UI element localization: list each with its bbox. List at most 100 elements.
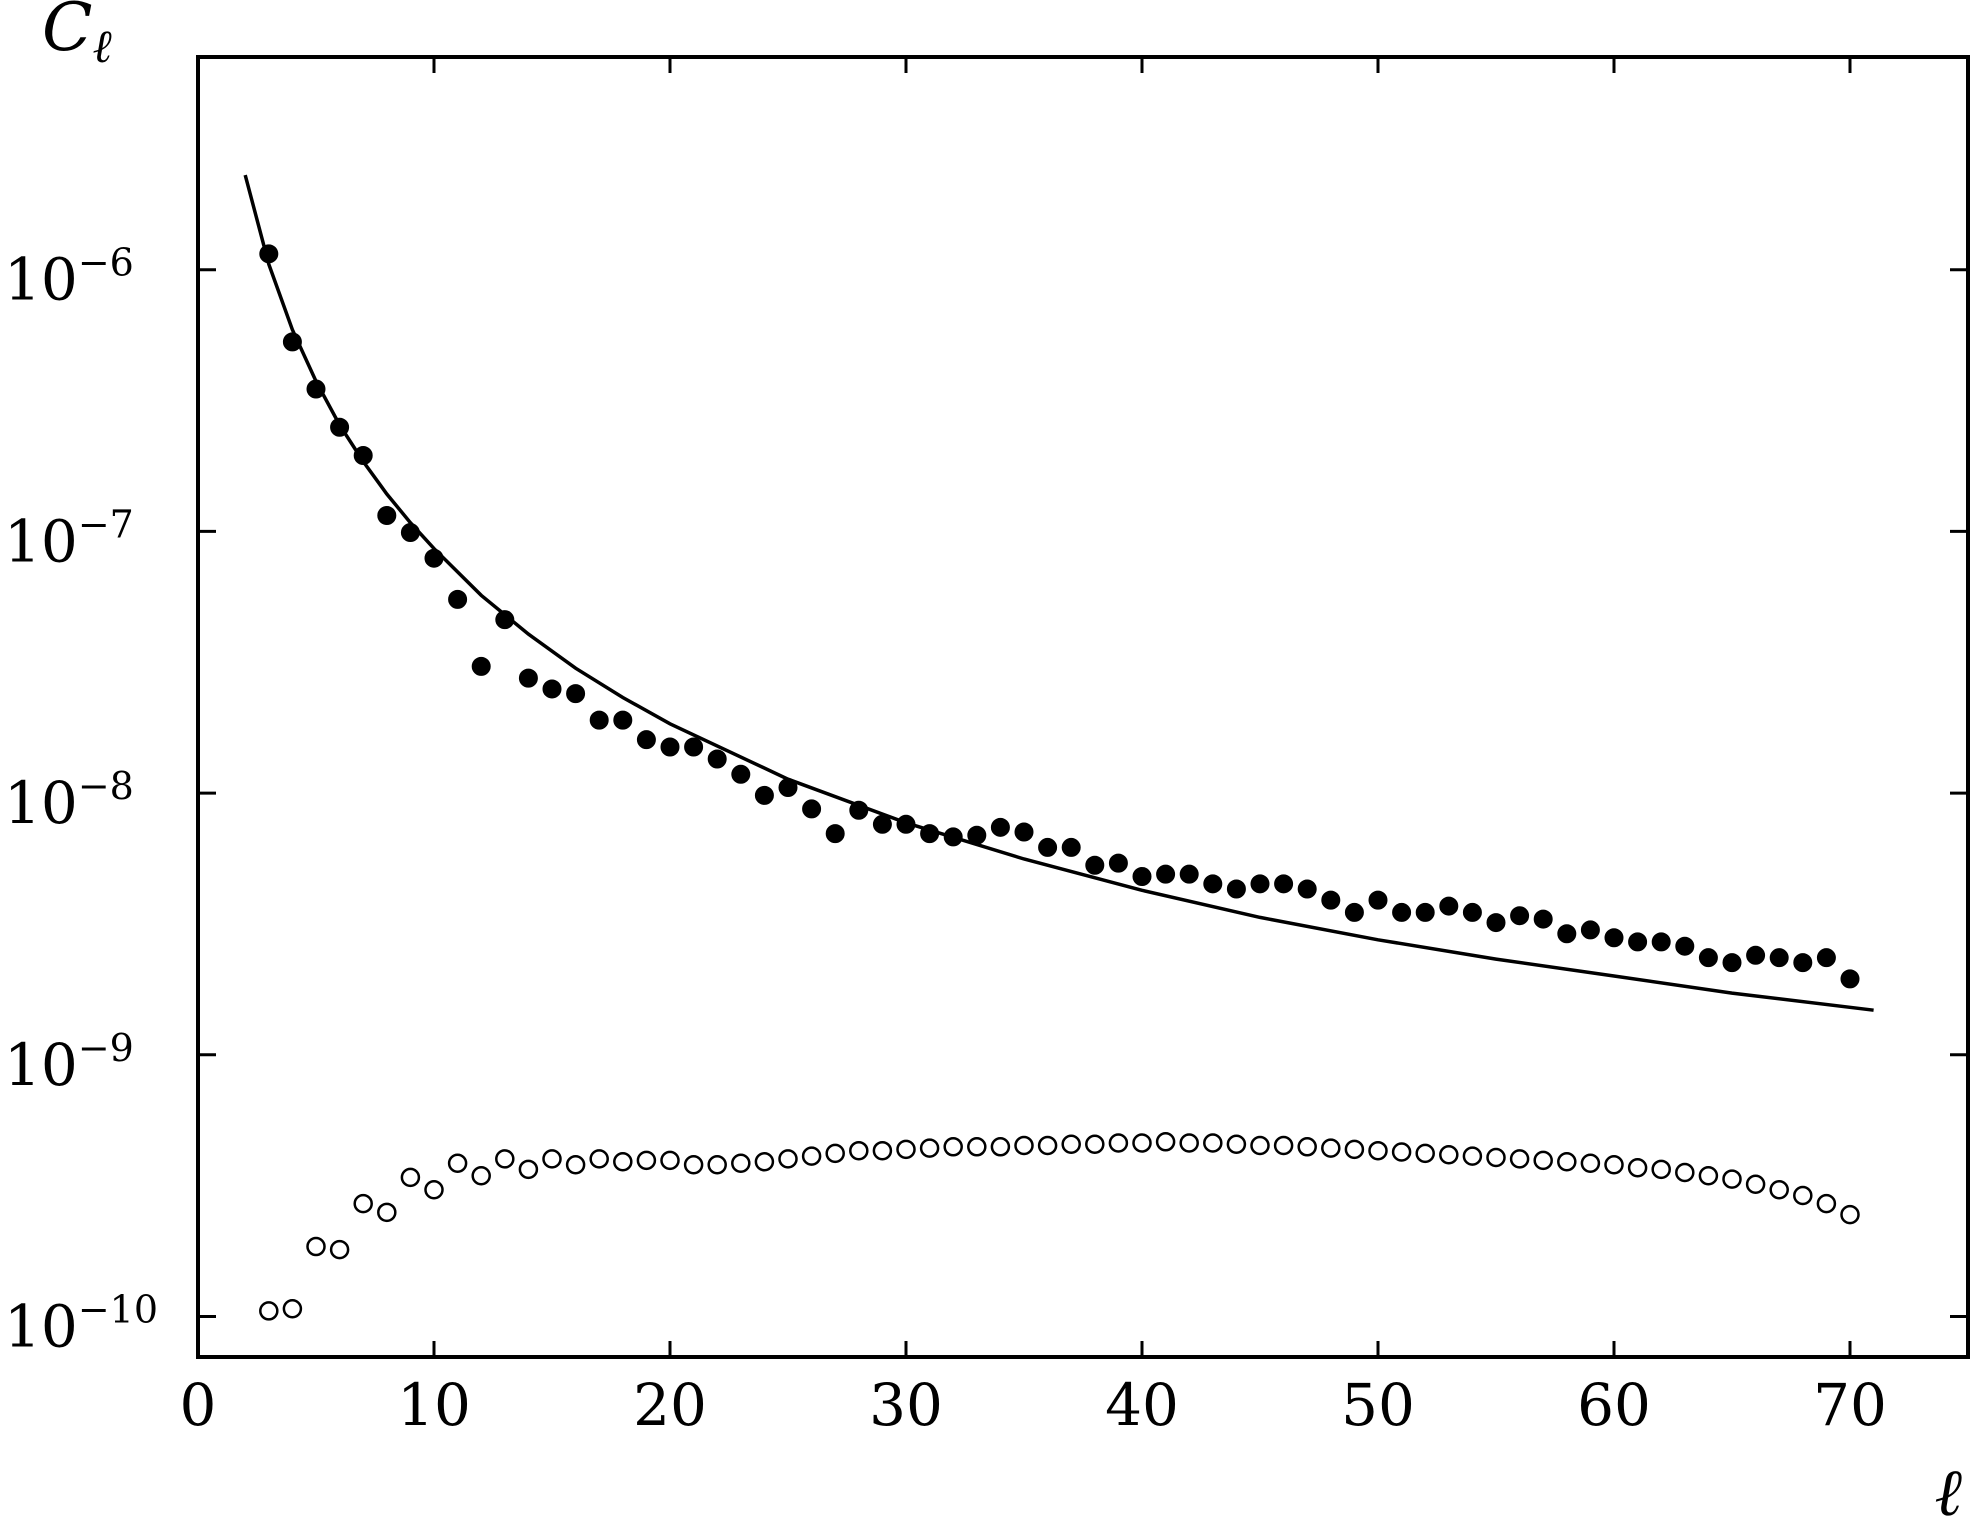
open-data-point <box>518 1159 539 1180</box>
open-data-point <box>329 1239 350 1260</box>
filled-data-point <box>1297 879 1317 899</box>
open-data-point <box>1085 1134 1105 1155</box>
open-data-point <box>1557 1152 1577 1172</box>
filled-data-point <box>872 814 892 834</box>
filled-data-point <box>471 656 491 676</box>
open-data-point <box>1061 1134 1081 1155</box>
open-data-point <box>377 1202 397 1223</box>
filled-data-point <box>778 778 798 798</box>
filled-data-point <box>1368 890 1388 910</box>
filled-data-point <box>1510 906 1530 926</box>
filled-data-point <box>566 684 586 704</box>
filled-data-point <box>1580 920 1600 940</box>
open-data-point <box>919 1138 940 1158</box>
open-data-point <box>1132 1133 1152 1153</box>
filled-data-point <box>1769 948 1789 968</box>
open-data-point <box>1745 1174 1766 1195</box>
filled-data-point <box>448 589 468 609</box>
filled-data-point <box>1675 936 1695 956</box>
open-data-point <box>707 1154 727 1175</box>
filled-data-point <box>660 737 680 757</box>
filled-data-point <box>1156 864 1176 884</box>
open-data-point <box>943 1137 963 1157</box>
filled-data-point <box>1061 837 1081 857</box>
filled-data-point <box>1392 902 1412 922</box>
model-curve <box>243 174 1874 1012</box>
open-data-point <box>1344 1139 1365 1160</box>
y-axis-title-subscript: ℓ <box>93 19 113 73</box>
filled-data-point <box>1085 855 1105 875</box>
y-tick-label: 10−10 <box>4 1287 158 1360</box>
filled-data-point <box>920 824 940 844</box>
y-tick-label-base: 10 <box>4 1292 78 1360</box>
filled-data-point <box>282 332 302 352</box>
filled-data-point <box>1250 874 1270 894</box>
open-data-point <box>778 1149 798 1169</box>
filled-data-point <box>1840 969 1860 989</box>
filled-data-point <box>967 825 987 845</box>
open-data-point <box>1297 1137 1317 1157</box>
x-tick-label: 70 <box>1813 1371 1887 1439</box>
filled-data-point <box>1698 948 1718 968</box>
x-tick-label: 20 <box>633 1371 707 1439</box>
x-axis-title: ℓ <box>1935 1454 1963 1528</box>
open-data-point <box>1179 1133 1199 1153</box>
filled-data-point <box>707 749 727 769</box>
y-tick-label: 10−8 <box>4 764 134 837</box>
filled-data-point <box>1793 953 1813 973</box>
open-data-point <box>683 1154 704 1175</box>
open-data-point <box>825 1143 845 1164</box>
x-tick-label: 30 <box>869 1371 943 1439</box>
open-data-point <box>1321 1138 1341 1158</box>
x-axis-ticks: 0 10 20 30 40 50 60 70 <box>180 57 1887 1439</box>
y-tick-label-exponent: −7 <box>78 502 134 546</box>
open-data-point <box>1368 1140 1388 1161</box>
y-tick-label-exponent: −8 <box>78 764 134 808</box>
filled-data-point <box>1014 822 1034 842</box>
filled-data-point <box>377 506 397 526</box>
y-tick-label-exponent: −9 <box>78 1026 134 1070</box>
y-tick-label-base: 10 <box>4 246 78 314</box>
open-data-point <box>1226 1134 1247 1155</box>
open-data-point <box>1698 1165 1719 1186</box>
filled-data-point <box>1439 896 1459 916</box>
open-data-point <box>1580 1153 1601 1174</box>
filled-data-point <box>1415 902 1435 922</box>
filled-data-point <box>754 785 774 805</box>
open-data-point <box>1604 1154 1624 1175</box>
filled-data-point <box>424 548 444 568</box>
open-data-point <box>1675 1162 1695 1183</box>
open-data-point <box>1014 1135 1034 1156</box>
x-tick-label: 60 <box>1577 1371 1651 1439</box>
filled-data-point <box>1628 932 1648 952</box>
filled-data-point <box>542 679 562 699</box>
open-data-point <box>1793 1185 1813 1206</box>
y-tick-label: 10−9 <box>4 1026 134 1099</box>
filled-data-point <box>1179 864 1199 884</box>
open-data-point <box>636 1150 657 1171</box>
open-data-point <box>1533 1150 1553 1171</box>
filled-data-point <box>896 814 916 834</box>
filled-data-point <box>259 244 279 264</box>
open-data-point <box>731 1153 751 1174</box>
x-tick-label: 40 <box>1105 1371 1179 1439</box>
y-axis-title-main: C <box>42 0 93 66</box>
open-data-point <box>660 1150 680 1171</box>
y-tick-label-exponent: −10 <box>78 1287 158 1331</box>
filled-data-point <box>306 379 326 399</box>
filled-data-point <box>1132 867 1152 887</box>
filled-data-point <box>495 610 515 630</box>
open-data-point <box>471 1165 491 1186</box>
filled-data-point <box>330 417 350 437</box>
y-tick-label-base: 10 <box>4 1031 78 1099</box>
filled-data-point <box>353 446 373 466</box>
filled-data-point <box>849 800 869 820</box>
open-data-point <box>1651 1159 1671 1180</box>
filled-data-point <box>589 710 609 730</box>
open-data-point <box>849 1140 869 1161</box>
filled-data-point <box>1038 837 1058 857</box>
filled-data-point <box>613 710 633 730</box>
open-data-point <box>424 1179 444 1200</box>
open-data-point <box>495 1149 515 1169</box>
y-axis-title: Cℓ <box>42 0 113 73</box>
